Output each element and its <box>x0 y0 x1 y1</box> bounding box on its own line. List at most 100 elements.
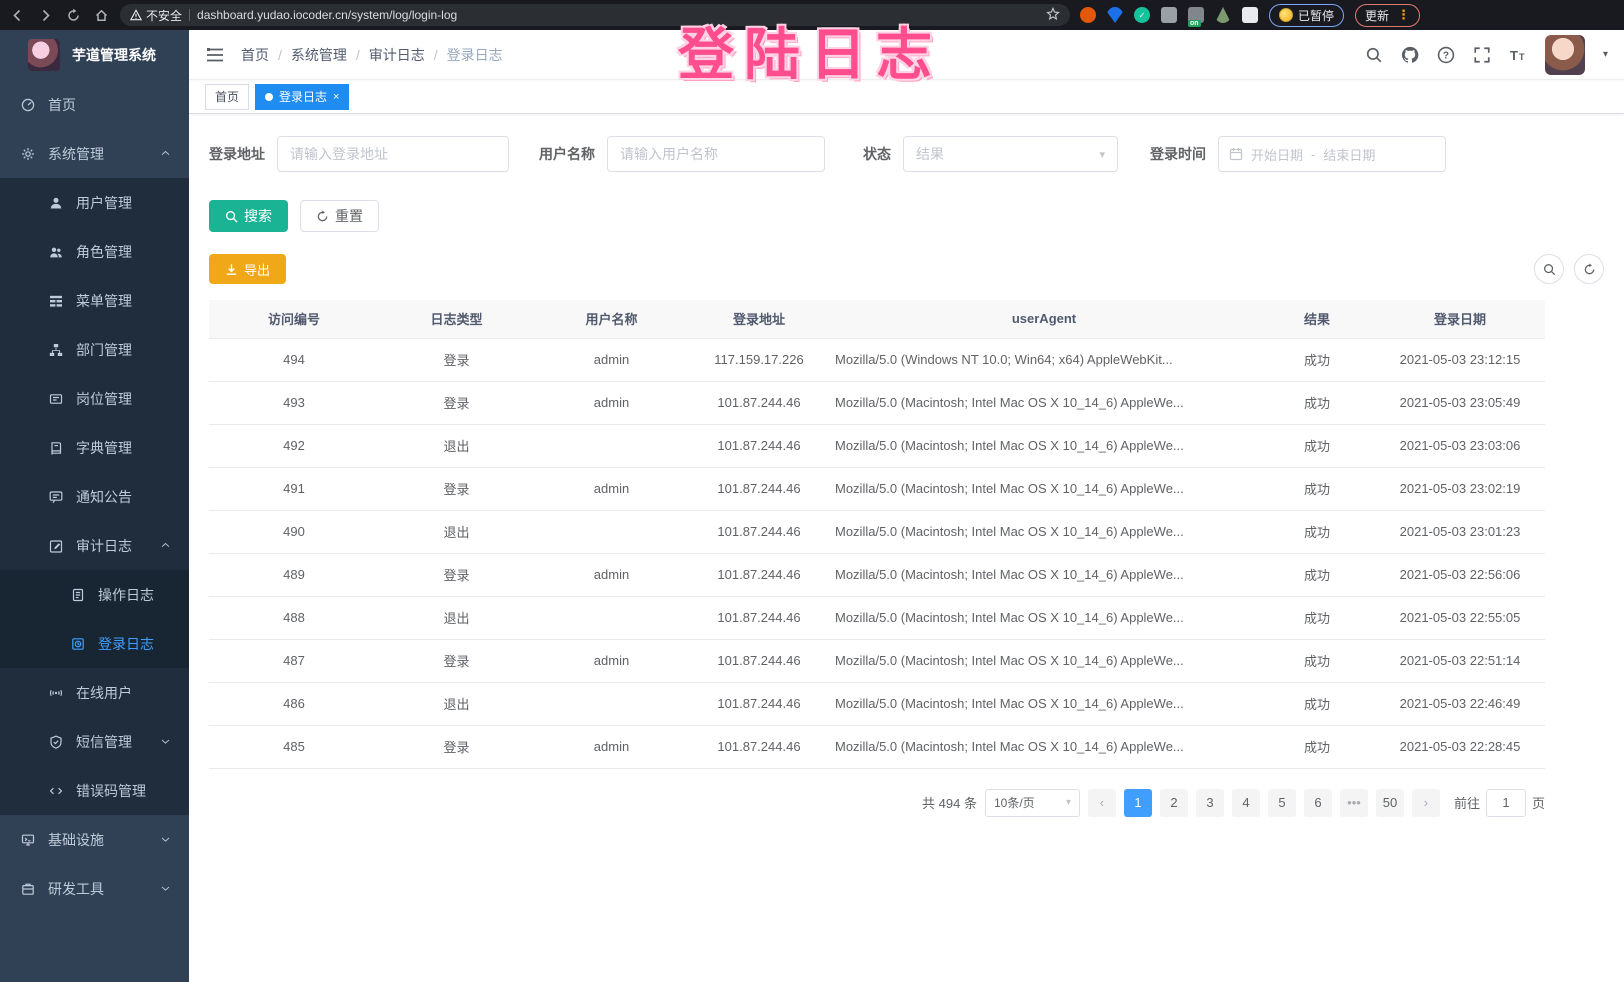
help-icon[interactable]: ? <box>1437 46 1455 64</box>
green-circle-extension-icon[interactable]: ✓ <box>1134 7 1150 23</box>
chevron-up-icon <box>160 540 171 551</box>
table-row: 489 登录 admin 101.87.244.46 Mozilla/5.0 (Maci… <box>209 553 1545 597</box>
sidebar-item-11[interactable]: 登录日志 <box>0 619 189 668</box>
reset-button[interactable]: 重置 <box>300 200 379 232</box>
cell-result: 成功 <box>1259 596 1375 640</box>
cell-ua: Mozilla/5.0 (Macintosh; Intel Mac OS X 1… <box>829 596 1259 640</box>
update-button[interactable]: 更新 ⋮ <box>1355 3 1421 27</box>
sidebar-item-label: 研发工具 <box>48 880 104 897</box>
reload-icon[interactable] <box>64 6 82 24</box>
puzzle-extension-icon[interactable] <box>1242 7 1258 23</box>
next-page-button[interactable]: › <box>1411 788 1440 817</box>
cell-date: 2021-05-03 22:56:06 <box>1375 553 1545 597</box>
browser-menu-icon[interactable]: ⋮ <box>1397 7 1411 22</box>
fullscreen-icon[interactable] <box>1473 46 1491 64</box>
grid-extension-icon[interactable] <box>1161 7 1177 23</box>
forward-icon[interactable] <box>36 6 54 24</box>
sidebar-item-8[interactable]: 通知公告 <box>0 472 189 521</box>
cell-date: 2021-05-03 23:03:06 <box>1375 424 1545 468</box>
page-button-3[interactable]: 3 <box>1195 788 1224 817</box>
sidebar-item-3[interactable]: 角色管理 <box>0 227 189 276</box>
search-button[interactable]: 搜索 <box>209 200 288 232</box>
list-extension-icon[interactable]: on <box>1188 7 1204 27</box>
blue-gem-extension-icon[interactable] <box>1107 7 1123 23</box>
column-header: 日志类型 <box>379 300 534 339</box>
cell-user <box>534 682 689 726</box>
export-button[interactable]: 导出 <box>209 254 287 284</box>
sidebar-item-label: 系统管理 <box>48 145 104 162</box>
user-avatar[interactable] <box>1544 34 1585 75</box>
reset-label: 重置 <box>335 208 363 224</box>
search-label: 搜索 <box>244 208 272 224</box>
page-button-50[interactable]: 50 <box>1375 788 1404 817</box>
tag-label: 登录日志 <box>279 90 328 104</box>
close-tag-icon[interactable]: × <box>333 90 340 103</box>
back-icon[interactable] <box>8 6 26 24</box>
more-pages-button[interactable]: ••• <box>1339 788 1368 817</box>
online-icon <box>48 686 64 700</box>
chevron-down-icon <box>160 883 171 894</box>
header-search-icon[interactable] <box>1365 46 1383 64</box>
sidebar-item-label: 部门管理 <box>76 341 132 358</box>
sidebar-item-2[interactable]: 用户管理 <box>0 178 189 227</box>
bookmark-star-icon[interactable] <box>1046 6 1060 24</box>
sidebar-item-0[interactable]: 首页 <box>0 80 189 129</box>
sidebar-item-9[interactable]: 审计日志 <box>0 521 189 570</box>
login-address-input[interactable] <box>277 136 509 172</box>
prev-page-button[interactable]: ‹ <box>1087 788 1116 817</box>
sidebar-item-7[interactable]: 字典管理 <box>0 423 189 472</box>
status-select[interactable]: 结果 ▾ <box>903 136 1118 172</box>
page-button-5[interactable]: 5 <box>1267 788 1296 817</box>
sidebar-item-label: 字典管理 <box>76 439 132 456</box>
leaf-extension-icon[interactable] <box>1215 7 1231 23</box>
sidebar-item-4[interactable]: 菜单管理 <box>0 276 189 325</box>
cell-type: 登录 <box>379 381 534 425</box>
sidebar-item-label: 角色管理 <box>76 243 132 260</box>
sidebar-item-16[interactable]: 研发工具 <box>0 864 189 913</box>
page-size-select[interactable]: 10条/页 ▾ <box>984 788 1080 817</box>
cell-id: 491 <box>209 467 379 511</box>
table-row: 488 退出 101.87.244.46 Mozilla/5.0 (Macintosh… <box>209 596 1545 640</box>
hamburger-icon[interactable] <box>205 45 225 65</box>
breadcrumb-system[interactable]: 系统管理 <box>290 46 347 63</box>
paused-badge[interactable]: 已暂停 <box>1269 3 1345 27</box>
github-icon[interactable] <box>1401 46 1419 64</box>
sidebar-item-label: 在线用户 <box>76 684 132 701</box>
sidebar-item-5[interactable]: 部门管理 <box>0 325 189 374</box>
peoples-icon <box>48 245 64 259</box>
page-button-1[interactable]: 1 <box>1123 788 1152 817</box>
breadcrumb-home[interactable]: 首页 <box>241 46 269 63</box>
sidebar-item-6[interactable]: 岗位管理 <box>0 374 189 423</box>
tag-login-log[interactable]: 登录日志 × <box>255 83 350 110</box>
logininfor-icon <box>70 637 86 651</box>
login-time-range-picker[interactable]: 开始日期 - 结束日期 <box>1218 136 1446 172</box>
sidebar-item-12[interactable]: 在线用户 <box>0 668 189 717</box>
avatar-caret-icon[interactable]: ▾ <box>1602 49 1608 60</box>
sidebar-item-15[interactable]: 基础设施 <box>0 815 189 864</box>
url-text[interactable]: dashboard.yudao.iocoder.cn/system/log/lo… <box>197 8 458 22</box>
breadcrumb-audit[interactable]: 审计日志 <box>368 46 425 63</box>
tag-home[interactable]: 首页 <box>205 83 250 110</box>
dashboard-icon <box>20 98 36 112</box>
cell-ip: 101.87.244.46 <box>689 424 829 468</box>
sidebar-item-13[interactable]: 短信管理 <box>0 717 189 766</box>
page-button-6[interactable]: 6 <box>1303 788 1332 817</box>
sidebar-logo[interactable]: 芋道管理系统 <box>0 30 189 80</box>
sidebar-item-1[interactable]: 系统管理 <box>0 129 189 178</box>
address-bar[interactable]: 不安全 dashboard.yudao.iocoder.cn/system/lo… <box>120 4 1070 26</box>
page-button-2[interactable]: 2 <box>1159 788 1188 817</box>
refresh-icon <box>1584 263 1594 274</box>
toggle-search-button[interactable] <box>1534 254 1564 284</box>
not-secure-warning[interactable]: 不安全 <box>130 7 182 24</box>
table-row: 492 退出 101.87.244.46 Mozilla/5.0 (Macintosh… <box>209 424 1545 468</box>
sidebar-item-10[interactable]: 操作日志 <box>0 570 189 619</box>
cell-result: 成功 <box>1259 424 1375 468</box>
sidebar-item-14[interactable]: 错误码管理 <box>0 766 189 815</box>
page-button-4[interactable]: 4 <box>1231 788 1260 817</box>
home-icon[interactable] <box>92 6 110 24</box>
orange-extension-icon[interactable] <box>1080 7 1096 23</box>
refresh-table-button[interactable] <box>1574 254 1604 284</box>
goto-page-input[interactable] <box>1485 788 1526 817</box>
username-input[interactable] <box>607 136 825 172</box>
